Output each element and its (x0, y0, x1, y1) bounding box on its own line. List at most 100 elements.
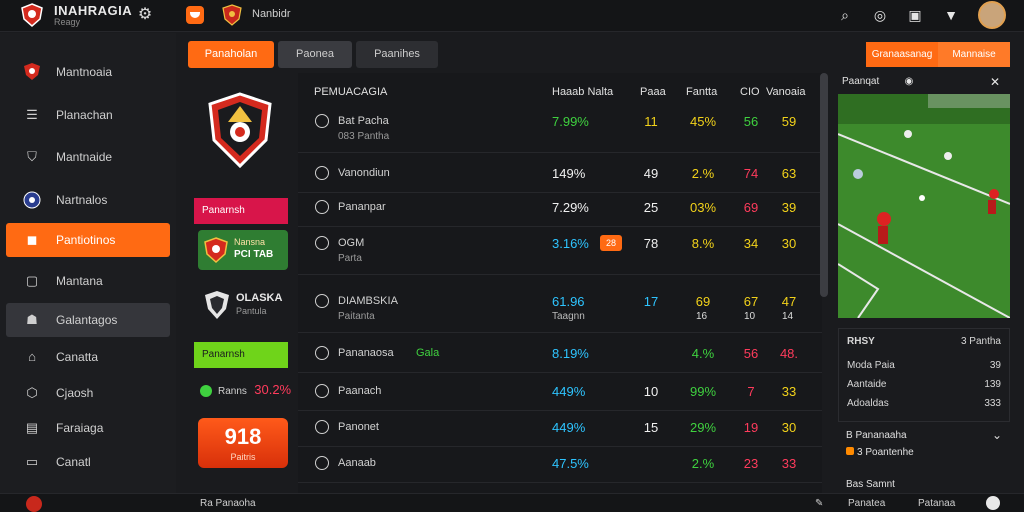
database-icon: ☰ (26, 107, 38, 122)
team-card[interactable]: Nansna PCI TAB (198, 230, 288, 270)
sidebar-item-canatta[interactable]: ⌂ Canatta (6, 340, 170, 374)
table-row[interactable]: Pananaosa Gala 8.19% 4.% 56 48. (298, 335, 822, 373)
panel-label: Panarnsh (194, 198, 288, 224)
match-video[interactable] (838, 94, 1010, 318)
row-c4: 56 (743, 346, 759, 361)
bottom-item-b[interactable]: Patanaa (918, 498, 956, 509)
header-name[interactable]: PEMUACAGIA (314, 86, 388, 98)
bottom-label[interactable]: Ra Panaoha (200, 498, 256, 509)
badge-icon (23, 191, 41, 209)
team-badge-icon[interactable] (222, 4, 242, 26)
sidebar-item-canatl[interactable]: ▭ Canatl (6, 445, 170, 479)
dashboard-icon[interactable] (186, 6, 204, 24)
score-row-label: Ranns (218, 386, 247, 397)
sidebar-item-pantiotinos[interactable]: ◼ Pantiotinos (6, 223, 170, 257)
row-name: Aanaab (338, 457, 376, 469)
sidebar-item-cjaosh[interactable]: ⬡ Cjaosh (6, 376, 170, 410)
row-c2: 25 (643, 200, 659, 215)
avatar[interactable] (978, 1, 1006, 29)
pitch-illustration (838, 94, 1010, 318)
target-icon[interactable]: ◎ (873, 7, 887, 23)
flag-icon (315, 384, 329, 398)
app-logo-icon[interactable] (20, 3, 44, 27)
header-c3[interactable]: Fantta (686, 86, 718, 98)
shield-icon: ⛉ (27, 149, 37, 164)
section-title: Bas Samnt (846, 479, 895, 490)
sidebar-item-label: Nartnalos (56, 193, 108, 207)
cube-icon: ⬡ (26, 385, 38, 400)
team-card-code: PCI TAB (234, 249, 274, 260)
sidebar-item-label: Faraiaga (56, 421, 104, 435)
table-row[interactable]: OGM Parta 3.16% 28 78 8.% 34 30 (298, 225, 822, 275)
row-c4: 34 (743, 236, 759, 251)
table-row[interactable]: Pananpar 7.29% 25 03% 69 39 (298, 189, 822, 227)
sidebar-item-faraiaga[interactable]: ▤ Faraiaga (6, 411, 170, 445)
row-percent-sub: Taagnn (552, 311, 585, 322)
header-c5[interactable]: Vanoaia (766, 86, 806, 98)
close-icon[interactable]: ✕ (989, 75, 1001, 89)
section-panel[interactable]: B Pananaaha ⌄ 3 Poantenhe (838, 428, 1010, 464)
flag-icon (315, 420, 329, 434)
row-percent: 7.99% (552, 114, 589, 129)
help-icon[interactable] (986, 496, 1000, 510)
sidebar-item-mantnoaia[interactable]: Mantnoaia (6, 55, 170, 89)
tab-panaholan[interactable]: Panaholan (188, 41, 274, 68)
top-bar: INAHRAGIA Reagy ⚙ Nanbidr ⌕ ◎ ▣ ▼ (0, 0, 1024, 32)
sidebar-item-label: Canatta (56, 350, 99, 364)
table-row[interactable]: Panonet 449% 15 29% 19 30 (298, 409, 822, 447)
table-row[interactable]: Vanondiun 149% 49 2.% 74 63 (298, 155, 822, 193)
table-row[interactable]: Bat Pacha 083 Pantha 7.99% 11 45% 56 59 (298, 103, 822, 153)
right-tab-1[interactable]: Granaasanag (866, 42, 938, 67)
table-row[interactable]: DIAMBSKIA Paitanta 61.96 Taagnn 17 69 16 67 10 47… (298, 283, 822, 333)
tab-paonea[interactable]: Paonea (278, 41, 352, 68)
bottom-bar: Ra Panaoha ✎ Panatea Patanaa (0, 493, 1024, 512)
row-c2: 11 (644, 114, 658, 129)
bottom-item-a[interactable]: Panatea (848, 498, 886, 509)
gear-icon[interactable]: ⚙ (137, 6, 153, 23)
stats-box: RHSY 3 Pantha Moda Paia 39 Aantaide 139 … (838, 328, 1010, 422)
table-row[interactable]: Paanach 449% 10 99% 7 33 (298, 373, 822, 411)
row-c5: 59 (781, 114, 797, 129)
row-name: Vanondiun (338, 167, 390, 179)
row-c5: 30 (781, 236, 797, 251)
club-logo-icon (205, 291, 229, 319)
header-c1[interactable]: Haaab Nalta (552, 86, 614, 98)
stats-table: PEMUACAGIA Haaab Nalta Paaa Fantta CIO V… (298, 73, 822, 493)
row-c5: 63 (781, 166, 797, 181)
table-row[interactable]: Aanaab 47.5% 2.% 23 33 (298, 445, 822, 483)
tab-paanihes[interactable]: Paanihes (356, 41, 438, 68)
score-card[interactable]: 918 Paitris (198, 418, 288, 468)
sidebar-item-planachan[interactable]: ☰ Planachan (6, 98, 170, 132)
chevron-down-icon[interactable]: ⌄ (991, 428, 1002, 442)
club-icon[interactable] (26, 496, 42, 512)
row-c5: 39 (781, 200, 797, 215)
stat-label: Aantaide (847, 379, 887, 390)
sidebar-item-nartnalos[interactable]: Nartnalos (6, 183, 170, 217)
row-subtitle: Paitanta (338, 311, 375, 322)
row-c3: 45% (689, 114, 717, 129)
row-c4-sub: 10 (744, 311, 756, 322)
stats-title-value: 3 Pantha (960, 336, 1001, 347)
header-c2[interactable]: Paaa (640, 86, 666, 98)
sidebar-item-mantana[interactable]: ▢ Mantana (6, 264, 170, 298)
row-percent: 149% (552, 166, 586, 181)
sidebar-item-mantnaide[interactable]: ⛉ Mantnaide (6, 140, 170, 174)
edit-icon[interactable]: ✎ (815, 498, 824, 509)
row-c4: 74 (743, 166, 759, 181)
row-name: Bat Pacha (338, 115, 389, 127)
row-c2: 78 (643, 236, 659, 251)
row-subtitle: Parta (338, 253, 362, 264)
sidebar-item-label: Galantagos (56, 313, 118, 327)
right-tab-2[interactable]: Mannaise (938, 42, 1010, 67)
team-name[interactable]: Nanbidr (252, 8, 291, 20)
score-row: Ranns 30.2% (200, 382, 291, 397)
clipboard-icon[interactable]: ▣ (908, 7, 922, 23)
sidebar-item-galantagos[interactable]: ☗ Galantagos (6, 303, 170, 337)
badge-icon[interactable]: ▼ (944, 7, 958, 23)
eye-icon[interactable]: ◉ (904, 76, 914, 87)
club-name: OLASKA (236, 292, 283, 304)
table-scrollbar[interactable] (820, 73, 828, 297)
row-c4: 67 (743, 294, 759, 309)
search-icon[interactable]: ⌕ (841, 7, 849, 23)
header-c4[interactable]: CIO (740, 86, 760, 98)
